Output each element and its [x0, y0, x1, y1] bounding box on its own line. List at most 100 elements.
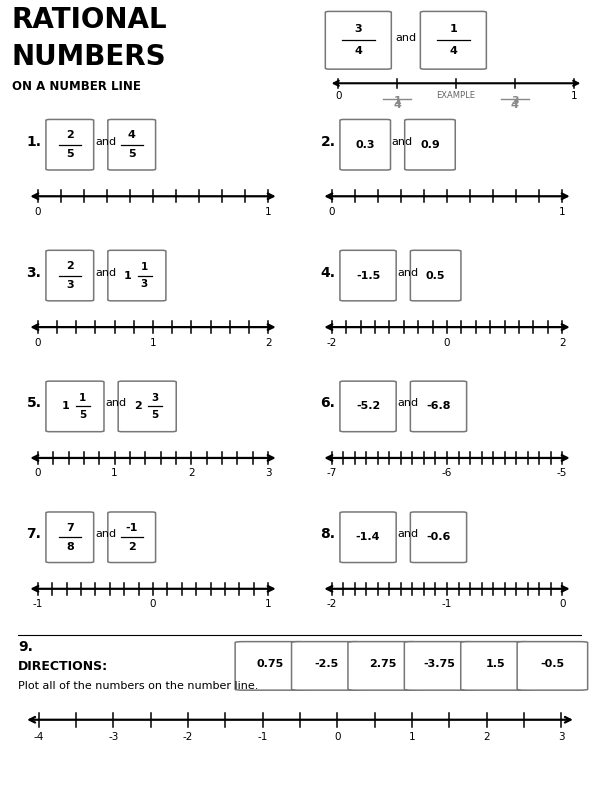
Text: 2.: 2. — [320, 135, 335, 149]
Text: 1: 1 — [265, 600, 271, 609]
Text: 3: 3 — [141, 279, 148, 289]
FancyBboxPatch shape — [348, 642, 418, 690]
Text: 0: 0 — [335, 91, 341, 101]
Text: 1: 1 — [409, 732, 415, 742]
Text: 0: 0 — [559, 600, 565, 609]
Text: 0.9: 0.9 — [420, 140, 440, 150]
Text: 1: 1 — [62, 401, 70, 412]
Text: -2.5: -2.5 — [314, 659, 339, 669]
Text: and: and — [95, 136, 116, 147]
Text: 0: 0 — [329, 207, 335, 216]
Text: 1.: 1. — [26, 135, 41, 149]
Text: -1.4: -1.4 — [356, 532, 380, 542]
Text: -3: -3 — [109, 732, 119, 742]
Text: 2: 2 — [559, 338, 565, 347]
Text: 4.: 4. — [320, 266, 335, 280]
Text: 6.: 6. — [320, 396, 335, 411]
FancyBboxPatch shape — [340, 251, 396, 301]
Text: 2.75: 2.75 — [370, 659, 397, 669]
Text: 0: 0 — [150, 600, 156, 609]
FancyBboxPatch shape — [421, 11, 487, 69]
FancyBboxPatch shape — [404, 642, 475, 690]
Text: 8.: 8. — [320, 527, 335, 542]
Text: 1: 1 — [111, 469, 118, 478]
Text: 3.: 3. — [26, 266, 41, 280]
FancyBboxPatch shape — [108, 120, 155, 170]
Text: and: and — [105, 398, 127, 408]
Text: 1: 1 — [149, 338, 157, 347]
Text: -1: -1 — [257, 732, 268, 742]
Text: -6.8: -6.8 — [426, 401, 451, 412]
Text: -4: -4 — [34, 732, 44, 742]
Text: 5: 5 — [151, 410, 158, 420]
Text: -0.5: -0.5 — [541, 659, 565, 669]
Text: and: and — [395, 33, 416, 44]
Text: 5: 5 — [79, 410, 86, 420]
Text: 2: 2 — [66, 130, 74, 140]
Text: 3: 3 — [66, 280, 74, 290]
Text: -7: -7 — [326, 469, 337, 478]
Text: 4: 4 — [393, 100, 401, 110]
Text: 7.: 7. — [26, 527, 41, 542]
Text: -5: -5 — [557, 469, 568, 478]
Text: 3: 3 — [265, 469, 271, 478]
FancyBboxPatch shape — [235, 642, 305, 690]
Text: 1: 1 — [124, 270, 131, 281]
Text: 0.75: 0.75 — [257, 659, 284, 669]
FancyBboxPatch shape — [410, 381, 467, 431]
Text: and: and — [95, 267, 116, 278]
Text: 1: 1 — [265, 207, 271, 216]
Text: 5.: 5. — [26, 396, 41, 411]
FancyBboxPatch shape — [340, 512, 396, 562]
FancyBboxPatch shape — [292, 642, 362, 690]
Text: -1: -1 — [32, 600, 43, 609]
Text: 0: 0 — [35, 207, 41, 216]
Text: 3: 3 — [511, 96, 519, 105]
Text: 0: 0 — [35, 469, 41, 478]
Text: -5.2: -5.2 — [356, 401, 380, 412]
Text: and: and — [392, 136, 413, 147]
FancyBboxPatch shape — [118, 381, 176, 431]
Text: 2: 2 — [265, 338, 271, 347]
Text: Plot all of the numbers on the number line.: Plot all of the numbers on the number li… — [18, 681, 259, 691]
Text: 3: 3 — [355, 24, 362, 34]
Text: DIRECTIONS:: DIRECTIONS: — [18, 660, 108, 672]
FancyBboxPatch shape — [46, 381, 104, 431]
Text: 2: 2 — [134, 401, 142, 412]
FancyBboxPatch shape — [410, 512, 467, 562]
FancyBboxPatch shape — [325, 11, 391, 69]
Text: 5: 5 — [66, 149, 74, 159]
Text: 8: 8 — [66, 542, 74, 552]
Text: 9.: 9. — [18, 640, 33, 653]
Text: and: and — [95, 529, 116, 539]
Text: ON A NUMBER LINE: ON A NUMBER LINE — [11, 80, 140, 94]
FancyBboxPatch shape — [46, 251, 94, 301]
Text: and: and — [397, 398, 419, 408]
Text: -2: -2 — [326, 600, 337, 609]
Text: 2: 2 — [128, 542, 136, 552]
FancyBboxPatch shape — [517, 642, 587, 690]
Text: 1: 1 — [449, 24, 457, 34]
Text: -1.5: -1.5 — [356, 270, 380, 281]
Text: 1: 1 — [393, 96, 401, 105]
FancyBboxPatch shape — [46, 120, 94, 170]
Text: RATIONAL: RATIONAL — [11, 6, 167, 34]
Text: EXAMPLE: EXAMPLE — [437, 91, 476, 100]
Text: -2: -2 — [326, 338, 337, 347]
Text: 3: 3 — [151, 393, 158, 403]
Text: -1: -1 — [442, 600, 452, 609]
Text: NUMBERS: NUMBERS — [11, 43, 166, 71]
FancyBboxPatch shape — [410, 251, 461, 301]
FancyBboxPatch shape — [404, 120, 455, 170]
Text: 0.5: 0.5 — [426, 270, 445, 281]
Text: 7: 7 — [66, 523, 74, 533]
Text: -6: -6 — [442, 469, 452, 478]
Text: 0.3: 0.3 — [355, 140, 375, 150]
Text: 1.5: 1.5 — [486, 659, 506, 669]
Text: -2: -2 — [183, 732, 193, 742]
Text: 4: 4 — [355, 47, 362, 56]
Text: 1: 1 — [79, 393, 86, 403]
Text: 0: 0 — [334, 732, 341, 742]
Text: -0.6: -0.6 — [426, 532, 451, 542]
FancyBboxPatch shape — [108, 251, 166, 301]
